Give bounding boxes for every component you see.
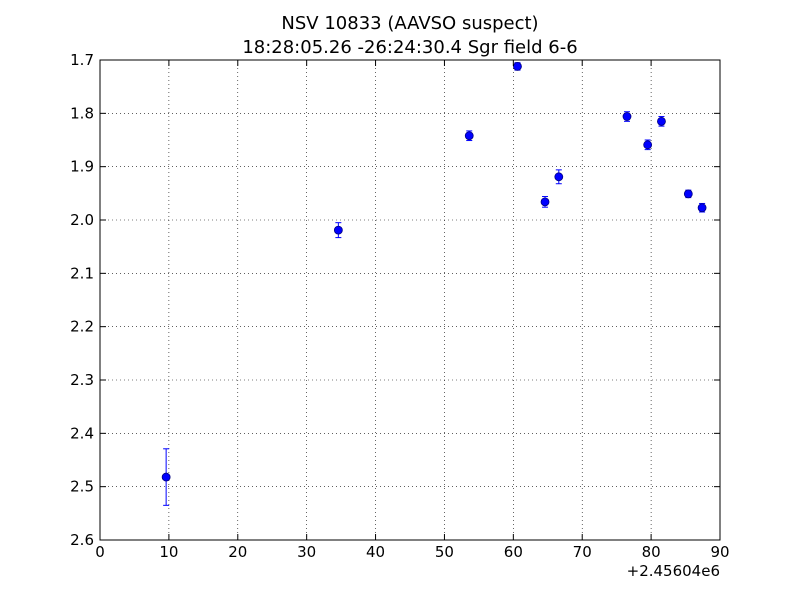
x-tick-label: 60 (504, 543, 523, 561)
y-tick-label: 2.5 (70, 478, 94, 496)
data-point (554, 172, 564, 182)
x-tick-label: 20 (228, 543, 247, 561)
x-tick-label: 30 (297, 543, 316, 561)
x-tick-label: 10 (159, 543, 178, 561)
data-point (161, 472, 171, 482)
plot-frame (99, 59, 721, 541)
y-tick-label: 1.8 (70, 104, 94, 122)
data-point (697, 203, 707, 213)
data-point (464, 131, 474, 141)
point-layer (161, 62, 707, 482)
label-layer: 0 10 20 30 40 50 60 70 80 90 1.7 1.8 1.9 2.0 2.1 2.2 2.3… (70, 51, 729, 561)
y-tick-label: 2.1 (70, 264, 94, 282)
x-tick-label: 90 (710, 543, 729, 561)
x-tick-label: 0 (95, 543, 105, 561)
grid-layer (100, 60, 720, 540)
x-tick-label: 70 (573, 543, 592, 561)
chart-title: NSV 10833 (AAVSO suspect) (281, 13, 538, 34)
y-tick-label: 1.9 (70, 158, 94, 176)
x-tick-label: 80 (642, 543, 661, 561)
y-tick-label: 2.0 (70, 211, 94, 229)
data-point (643, 140, 653, 150)
x-tick-label: 40 (366, 543, 385, 561)
chart-subtitle: 18:28:05.26 -26:24:30.4 Sgr field 6-6 (242, 37, 577, 58)
data-point (513, 62, 522, 71)
y-tick-label: 1.7 (70, 51, 94, 69)
x-tick-label: 50 (435, 543, 454, 561)
data-point (657, 116, 666, 126)
data-point (683, 189, 693, 199)
y-tick-label: 2.3 (70, 371, 94, 389)
y-tick-label: 2.6 (70, 531, 94, 549)
tick-layer (99, 59, 721, 541)
y-tick-label: 2.2 (70, 318, 94, 336)
y-tick-label: 2.4 (70, 424, 94, 442)
data-point (333, 225, 343, 235)
x-offset-label: +2.45604e6 (627, 562, 720, 580)
data-point (622, 112, 632, 121)
data-point (540, 197, 550, 207)
errorbar-layer (163, 62, 706, 506)
